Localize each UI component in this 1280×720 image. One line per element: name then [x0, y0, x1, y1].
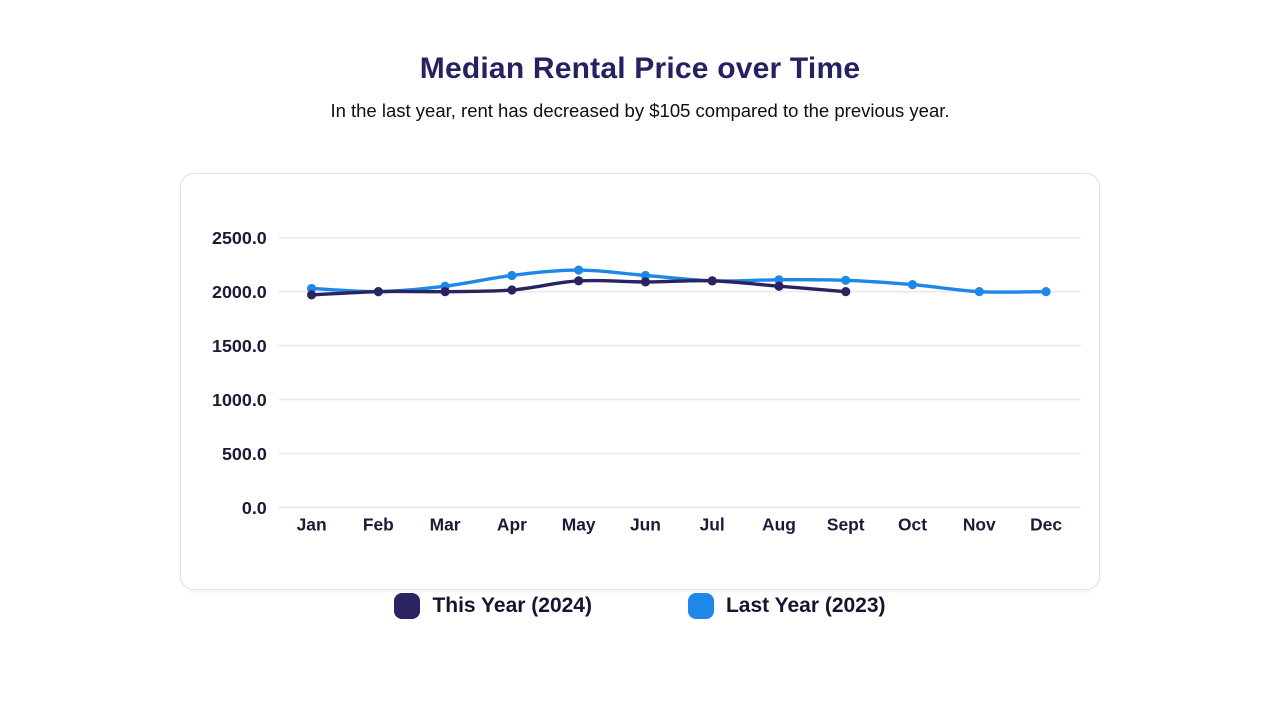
y-axis-tick-label: 500.0 — [222, 444, 267, 464]
data-point-marker — [574, 276, 584, 286]
data-point-marker — [907, 280, 918, 290]
y-axis-tick-label: 2500.0 — [212, 228, 267, 248]
chart-legend: This Year (2024) Last Year (2023) — [0, 593, 1280, 619]
data-point-marker — [707, 276, 717, 286]
y-axis-tick-label: 1500.0 — [212, 336, 267, 356]
data-point-marker — [974, 287, 984, 297]
data-point-marker — [774, 275, 784, 285]
data-point-marker — [640, 270, 651, 281]
legend-label-this-year: This Year (2024) — [432, 594, 592, 617]
x-axis-month-label: Jan — [297, 514, 327, 534]
x-axis-month-label: Mar — [430, 514, 461, 534]
data-point-marker — [774, 281, 784, 291]
x-axis-month-label: Nov — [963, 514, 996, 534]
x-axis-month-label: Feb — [363, 514, 394, 534]
data-point-marker — [841, 287, 851, 297]
chart-header: Median Rental Price over Time In the las… — [0, 52, 1280, 122]
page-title: Median Rental Price over Time — [419, 52, 861, 85]
data-point-marker — [373, 287, 383, 297]
data-point-marker — [507, 285, 517, 295]
data-point-marker — [307, 290, 317, 300]
x-axis-month-label: Aug — [762, 514, 796, 534]
x-axis-month-label: Apr — [497, 514, 527, 534]
legend-item-this-year[interactable]: This Year (2024) — [394, 593, 592, 619]
x-axis-month-label: Jun — [630, 514, 661, 534]
data-point-marker — [307, 283, 317, 293]
legend-item-last-year[interactable]: Last Year (2023) — [687, 593, 886, 619]
y-axis-tick-label: 1000.0 — [212, 390, 267, 410]
y-axis-tick-label: 0.0 — [242, 498, 267, 518]
last-year-swatch-icon — [687, 593, 714, 619]
y-axis-tick-label: 2000.0 — [212, 282, 267, 302]
series-line — [309, 268, 1048, 294]
x-axis-month-label: Sept — [827, 514, 865, 534]
x-axis-month-label: Oct — [898, 514, 927, 534]
data-point-marker — [1041, 287, 1051, 297]
chart-card: 0.0 500.0 1000.0 1500.0 2000.0 2500.0 Jan Feb Ma… — [180, 173, 1100, 590]
data-point-marker — [640, 277, 651, 287]
line-chart: 0.0 500.0 1000.0 1500.0 2000.0 2500.0 Jan Feb Ma… — [212, 228, 1081, 534]
x-axis-month-label: Dec — [1030, 514, 1062, 534]
this-year-swatch-icon — [394, 593, 421, 619]
chart-subtitle: In the last year, rent has decreased by … — [330, 100, 950, 121]
legend-label-last-year: Last Year (2023) — [725, 594, 886, 617]
data-point-marker — [841, 275, 851, 285]
data-point-marker — [507, 270, 517, 281]
data-point-marker — [440, 287, 450, 297]
data-point-marker — [574, 265, 584, 275]
x-axis-month-label: Jul — [700, 514, 725, 534]
x-axis-month-label: May — [562, 514, 596, 534]
